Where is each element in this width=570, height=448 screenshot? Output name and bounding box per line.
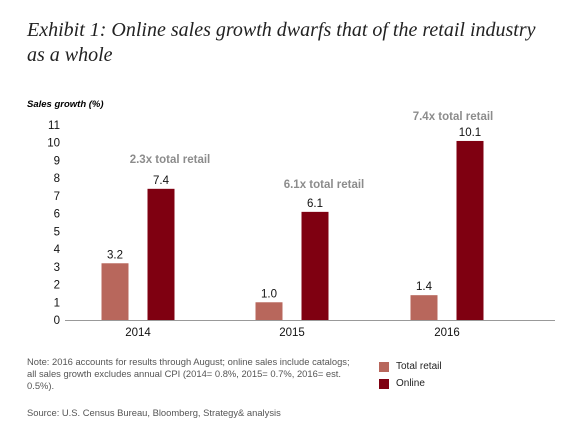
legend-item-online: Online xyxy=(379,375,442,392)
bar-total-retail xyxy=(255,302,283,320)
bar-total-retail xyxy=(410,295,438,320)
y-tick-label: 8 xyxy=(54,173,60,185)
y-tick-label: 2 xyxy=(54,280,60,292)
y-tick-label: 6 xyxy=(54,209,60,221)
legend-label-total-retail: Total retail xyxy=(396,361,442,372)
y-tick-label: 1 xyxy=(54,297,60,309)
data-label: 3.2 xyxy=(107,249,123,261)
y-tick-label: 10 xyxy=(47,138,60,150)
data-label: 10.1 xyxy=(459,127,481,139)
y-tick-label: 5 xyxy=(54,226,60,238)
y-axis-title: Sales growth (%) xyxy=(27,99,104,110)
bar-online xyxy=(147,188,175,320)
chart-source: Source: U.S. Census Bureau, Bloomberg, S… xyxy=(27,407,281,418)
bar-online xyxy=(301,211,329,320)
y-tick-label: 11 xyxy=(48,120,60,132)
data-label: 7.4 xyxy=(153,175,170,187)
y-tick-label: 3 xyxy=(54,262,60,274)
data-label: 1.4 xyxy=(416,281,433,293)
exhibit-title: Exhibit 1: Online sales growth dwarfs th… xyxy=(27,19,536,66)
chart-legend: Total retail Online xyxy=(379,358,442,392)
x-tick-label: 2014 xyxy=(125,327,151,339)
chart-note: Note: 2016 accounts for results through … xyxy=(27,356,350,391)
legend-swatch-total-retail xyxy=(379,361,389,372)
y-tick-label: 7 xyxy=(54,191,60,203)
growth-multiple-annotation: 7.4x total retail xyxy=(413,111,494,123)
x-tick-label: 2016 xyxy=(434,327,460,339)
x-tick-label: 2015 xyxy=(279,327,305,339)
bar-chart: Sales growth (%) 0 1 2 3 4 5 6 7 8 9 10 11 2014 3.2 7.4… xyxy=(27,99,555,339)
bar-online xyxy=(456,140,484,320)
y-tick-label: 9 xyxy=(54,155,60,167)
growth-multiple-annotation: 6.1x total retail xyxy=(284,179,365,191)
growth-multiple-annotation: 2.3x total retail xyxy=(130,154,211,166)
legend-item-total-retail: Total retail xyxy=(379,358,442,375)
data-label: 1.0 xyxy=(261,288,277,300)
data-label: 6.1 xyxy=(307,198,323,210)
y-tick-label: 0 xyxy=(54,315,60,327)
legend-label-online: Online xyxy=(396,378,425,389)
bar-total-retail xyxy=(101,263,129,320)
y-tick-label: 4 xyxy=(54,244,61,256)
legend-swatch-online xyxy=(379,378,389,389)
